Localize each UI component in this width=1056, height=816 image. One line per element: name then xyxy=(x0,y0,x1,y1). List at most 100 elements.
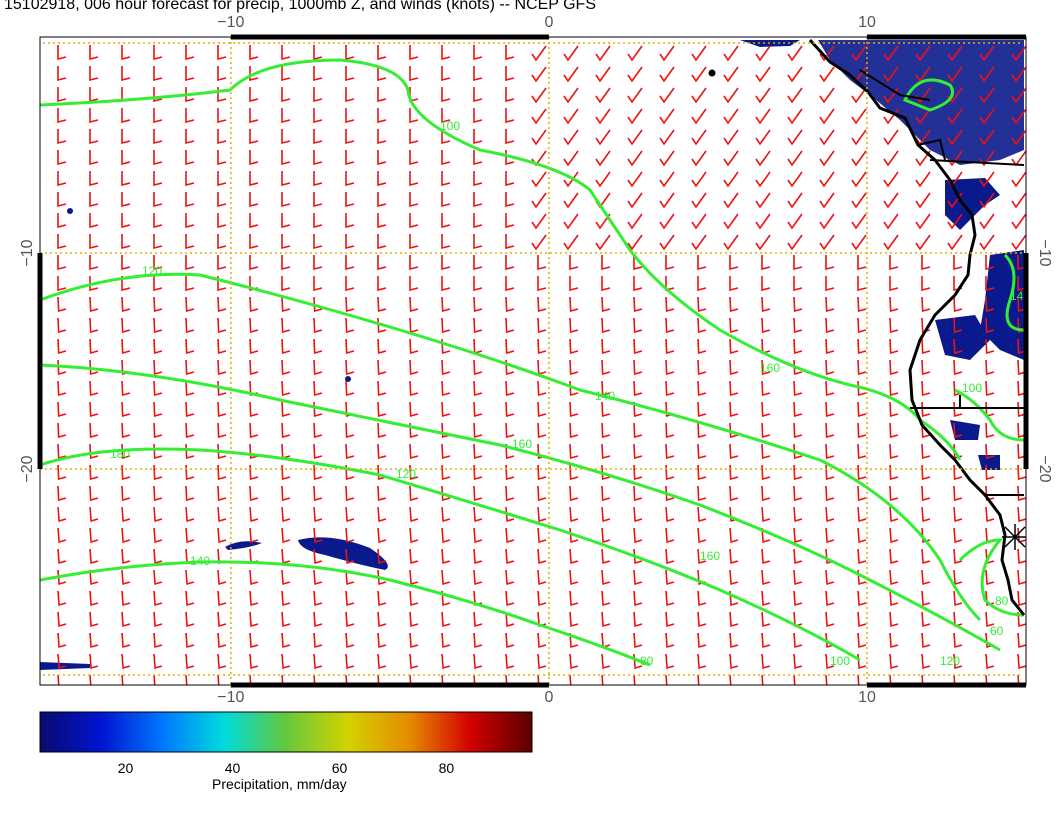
wind-barb xyxy=(787,213,803,230)
wind-barb xyxy=(851,234,867,251)
wind-barb xyxy=(627,108,643,125)
wind-barb xyxy=(345,422,355,439)
wind-barb xyxy=(153,66,163,82)
wind-barb xyxy=(153,45,163,61)
wind-barb xyxy=(857,401,867,418)
wind-barb xyxy=(249,66,259,82)
wind-barb xyxy=(89,464,99,481)
wind-barb xyxy=(889,527,899,544)
wind-barb xyxy=(121,129,131,145)
wind-barb xyxy=(697,255,707,271)
wind-barb xyxy=(665,611,675,628)
wind-barb xyxy=(249,569,259,586)
wind-barb xyxy=(249,213,259,229)
wind-barb xyxy=(947,129,963,146)
wind-barb xyxy=(249,653,259,670)
wind-barb xyxy=(505,464,515,481)
wind-barb xyxy=(723,213,739,230)
wind-barb xyxy=(633,632,643,649)
wind-barb xyxy=(953,464,963,481)
wind-barb xyxy=(441,380,451,397)
wind-barb xyxy=(249,255,259,271)
wind-barb xyxy=(441,108,451,124)
wind-barb xyxy=(185,317,195,334)
wind-barb xyxy=(569,276,579,292)
wind-barb xyxy=(857,255,867,271)
wind-barb xyxy=(57,548,67,565)
wind-barb xyxy=(345,296,355,313)
contour-label: 120 xyxy=(142,264,162,278)
wind-barb xyxy=(665,632,675,649)
wind-barb xyxy=(985,422,995,439)
wind-barb xyxy=(857,359,867,376)
wind-barb xyxy=(217,443,227,460)
wind-barb xyxy=(979,129,995,146)
wind-barb xyxy=(281,129,291,145)
wind-barb xyxy=(979,171,995,188)
contour-label: 80 xyxy=(995,594,1009,608)
wind-barb xyxy=(921,653,931,670)
wind-barb xyxy=(441,150,451,166)
wind-barb xyxy=(979,213,995,230)
wind-barb xyxy=(409,296,419,313)
wind-barb xyxy=(569,338,579,355)
wind-barb xyxy=(953,569,963,586)
wind-barb xyxy=(441,255,451,271)
wind-barb xyxy=(217,150,227,166)
wind-barb xyxy=(659,213,675,230)
wind-barb xyxy=(953,296,963,313)
wind-barb xyxy=(281,653,291,670)
wind-barb xyxy=(825,485,835,502)
wind-barb xyxy=(601,674,604,685)
wind-barb xyxy=(569,611,579,628)
wind-barb xyxy=(793,653,803,670)
wind-barb xyxy=(793,338,803,355)
wind-barb xyxy=(595,87,611,104)
wind-barb xyxy=(121,108,131,124)
wind-barb xyxy=(569,506,579,523)
wind-barb xyxy=(345,213,355,229)
wind-barb xyxy=(697,317,707,334)
wind-barb xyxy=(697,485,707,502)
wind-barb xyxy=(345,171,355,187)
wind-barb xyxy=(473,506,483,523)
wind-barb xyxy=(377,527,387,544)
wind-barb xyxy=(185,45,195,61)
colorbar-tick-label: 80 xyxy=(439,760,455,776)
wind-barb xyxy=(57,653,67,670)
wind-barb xyxy=(313,150,323,166)
wind-barb xyxy=(531,108,547,125)
contour-line xyxy=(1003,253,1025,332)
wind-barb xyxy=(595,171,611,188)
wind-barb xyxy=(819,213,835,230)
wind-barb xyxy=(121,422,131,439)
wind-barb xyxy=(473,192,483,208)
wind-barb xyxy=(57,401,67,418)
wind-barb xyxy=(377,87,387,103)
wind-barb xyxy=(979,87,995,104)
wind-barb xyxy=(505,401,515,418)
lat-label-right: −20 xyxy=(1036,455,1053,482)
wind-barb xyxy=(851,192,867,209)
wind-barb xyxy=(979,45,995,62)
wind-barb xyxy=(505,45,515,61)
wind-barb xyxy=(569,422,579,439)
wind-barb xyxy=(281,674,284,685)
wind-barb xyxy=(953,401,963,418)
wind-barb xyxy=(313,255,323,271)
wind-barb xyxy=(697,380,707,397)
wind-barb xyxy=(665,338,675,355)
wind-barb xyxy=(153,213,163,229)
contour-label: 100 xyxy=(440,119,460,133)
wind-barb xyxy=(57,296,67,313)
wind-barb xyxy=(723,108,739,125)
wind-barb xyxy=(505,317,515,334)
wind-barb xyxy=(761,443,771,460)
wind-barb xyxy=(819,171,835,188)
wind-barb xyxy=(569,296,579,313)
wind-barb xyxy=(281,506,291,523)
wind-barb xyxy=(985,674,988,685)
wind-barb xyxy=(185,234,195,250)
wind-barb xyxy=(313,422,323,439)
